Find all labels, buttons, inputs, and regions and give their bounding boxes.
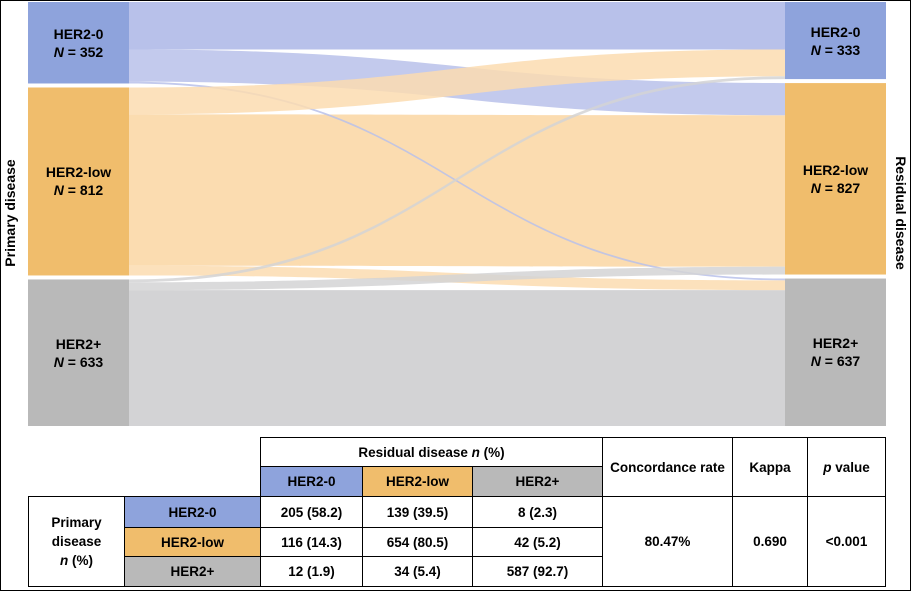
primary-node-label-her2-low: HER2-low N = 812 bbox=[45, 164, 112, 199]
p-value-header: p value bbox=[807, 437, 886, 497]
primary-node-her2-pos bbox=[28, 279, 129, 426]
column-header-her2-pos: HER2+ bbox=[472, 466, 603, 497]
table-cell: 205 (58.2) bbox=[260, 496, 363, 528]
table-cell: 587 (92.7) bbox=[472, 556, 603, 587]
flow-her2-pos-to-her2-0 bbox=[129, 76, 785, 283]
flow-her2-low-to-her2-low bbox=[129, 114, 785, 267]
residual-node-her2-0 bbox=[785, 2, 886, 80]
p-value: <0.001 bbox=[807, 496, 886, 587]
table-cell: 42 (5.2) bbox=[472, 527, 603, 557]
table-cell: 12 (1.9) bbox=[260, 556, 363, 587]
flow-her2-0-to-her2-0 bbox=[129, 2, 785, 50]
row-label-her2-pos: HER2+ bbox=[124, 556, 261, 587]
residual-node-her2-low bbox=[785, 83, 886, 275]
table-cell: 116 (14.3) bbox=[260, 527, 363, 557]
concordance-rate-header: Concordance rate bbox=[602, 437, 733, 497]
residual-node-label-her2-low: HER2-low N = 827 bbox=[802, 161, 869, 196]
residual-disease-header: Residual disease n (%) bbox=[260, 437, 603, 467]
concordance-table: Residual disease n (%) Concordance rate … bbox=[28, 437, 886, 587]
residual-node-her2-pos bbox=[785, 278, 886, 426]
primary-node-her2-0 bbox=[28, 2, 129, 84]
row-label-her2-low: HER2-low bbox=[124, 527, 261, 557]
row-label-her2-0: HER2-0 bbox=[124, 496, 261, 528]
sankey-diagram bbox=[28, 2, 886, 426]
primary-disease-axis-title: Primary disease bbox=[2, 159, 18, 267]
residual-node-label-her2-pos: HER2+ N = 637 bbox=[810, 335, 861, 370]
sankey-nodes bbox=[28, 2, 886, 426]
table-cell: 8 (2.3) bbox=[472, 496, 603, 528]
flow-her2-low-to-her2-0 bbox=[129, 49, 785, 115]
kappa-value: 0.690 bbox=[732, 496, 808, 587]
residual-disease-axis-title: Residual disease bbox=[893, 156, 909, 270]
table-cell: 139 (39.5) bbox=[362, 496, 473, 528]
column-header-her2-low: HER2-low bbox=[362, 466, 473, 497]
table-cell: 654 (80.5) bbox=[362, 527, 473, 557]
table-cell: 34 (5.4) bbox=[362, 556, 473, 587]
primary-disease-row-header: Primary disease n (%) bbox=[28, 496, 125, 587]
flow-her2-pos-to-her2-low bbox=[129, 266, 785, 291]
sankey-flows bbox=[129, 2, 785, 426]
kappa-header: Kappa bbox=[732, 437, 808, 497]
primary-node-label-her2-pos: HER2+ N = 633 bbox=[53, 335, 104, 370]
column-header-her2-0: HER2-0 bbox=[260, 466, 363, 497]
flow-her2-pos-to-her2-pos bbox=[129, 290, 785, 426]
flow-her2-0-to-her2-pos bbox=[129, 81, 785, 281]
primary-node-label-her2-0: HER2-0 N = 352 bbox=[53, 25, 104, 60]
residual-node-label-her2-0: HER2-0 N = 333 bbox=[810, 23, 861, 58]
primary-node-her2-low bbox=[28, 87, 129, 276]
concordance-rate-value: 80.47% bbox=[602, 496, 733, 587]
